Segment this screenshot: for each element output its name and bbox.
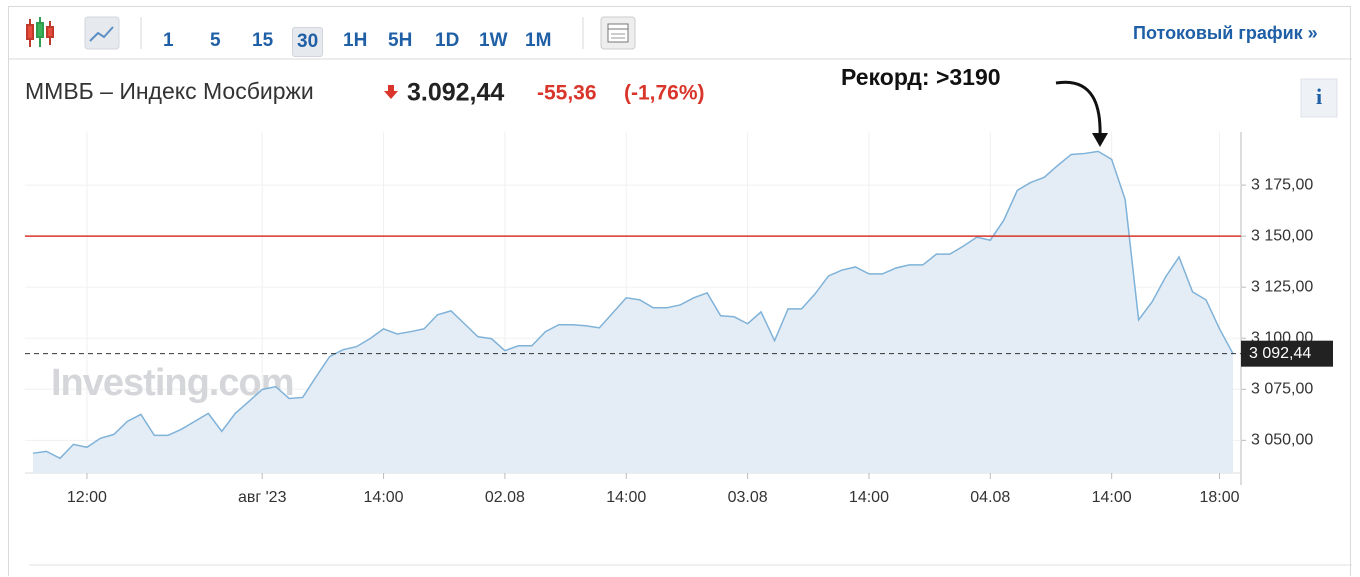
- y-tick-label: 3 075,00: [1251, 381, 1313, 398]
- annotation-arrow: [1055, 80, 1102, 138]
- interval-button[interactable]: 5H: [388, 30, 413, 51]
- interval-button[interactable]: 1M: [525, 30, 552, 51]
- instrument-name: ММВБ – Индекс Мосбиржи: [25, 78, 314, 104]
- y-tick-label: 3 175,00: [1251, 176, 1313, 193]
- interval-button[interactable]: 15: [252, 30, 274, 51]
- change: -55,36: [537, 82, 597, 105]
- down-arrow-icon: [384, 85, 398, 99]
- chart: Потоковый график » ММВБ – Индекс Мосбирж…: [9, 16, 1352, 566]
- y-tick-label: 3 150,00: [1251, 227, 1313, 244]
- x-tick-label: 04.08: [970, 489, 1010, 506]
- interval-button[interactable]: 30: [292, 27, 324, 57]
- widget: 1 5 15 30 1H 5H 1D 1W 1M Потоковый график » ММВБ…: [8, 6, 1352, 576]
- area: [33, 151, 1233, 474]
- line-icon[interactable]: [84, 16, 120, 50]
- info-button[interactable]: i: [1316, 84, 1322, 109]
- interval-button[interactable]: 5: [210, 30, 221, 51]
- y-tick-label: 3 125,00: [1251, 278, 1313, 295]
- candle-icon[interactable]: [26, 17, 54, 47]
- annotation: Рекорд: >3190: [841, 64, 1001, 90]
- interval-button[interactable]: 1W: [479, 30, 508, 51]
- x-tick-label: 14:00: [606, 489, 646, 506]
- x-tick-label: 14:00: [1092, 489, 1132, 506]
- plot: 3 050,003 075,003 100,003 125,003 150,00…: [25, 64, 1333, 506]
- y-tick-label: 3 050,00: [1251, 432, 1313, 449]
- x-tick-label: 12:00: [67, 489, 107, 506]
- last-price-label: 3 092,44: [1249, 345, 1311, 362]
- x-tick-label: 02.08: [485, 489, 525, 506]
- info-button-bg[interactable]: [1300, 78, 1338, 118]
- price: 3.092,44: [407, 79, 504, 107]
- table-icon[interactable]: [600, 16, 636, 50]
- last-price-box: [1241, 340, 1333, 367]
- streaming-link[interactable]: Потоковый график »: [1133, 23, 1318, 43]
- change-pct: (-1,76%): [624, 82, 705, 105]
- interval-button[interactable]: 1: [163, 30, 174, 51]
- x-tick-label: 14:00: [849, 489, 889, 506]
- annotation-arrowhead: [1092, 133, 1108, 147]
- x-tick-label: 14:00: [364, 489, 404, 506]
- x-tick-label: авг '23: [238, 489, 287, 506]
- interval-button[interactable]: 1D: [435, 30, 460, 51]
- line: [32, 150, 1234, 460]
- interval-button[interactable]: 1H: [343, 30, 368, 51]
- x-tick-label: 03.08: [728, 489, 768, 506]
- x-tick-label: 18:00: [1199, 489, 1239, 506]
